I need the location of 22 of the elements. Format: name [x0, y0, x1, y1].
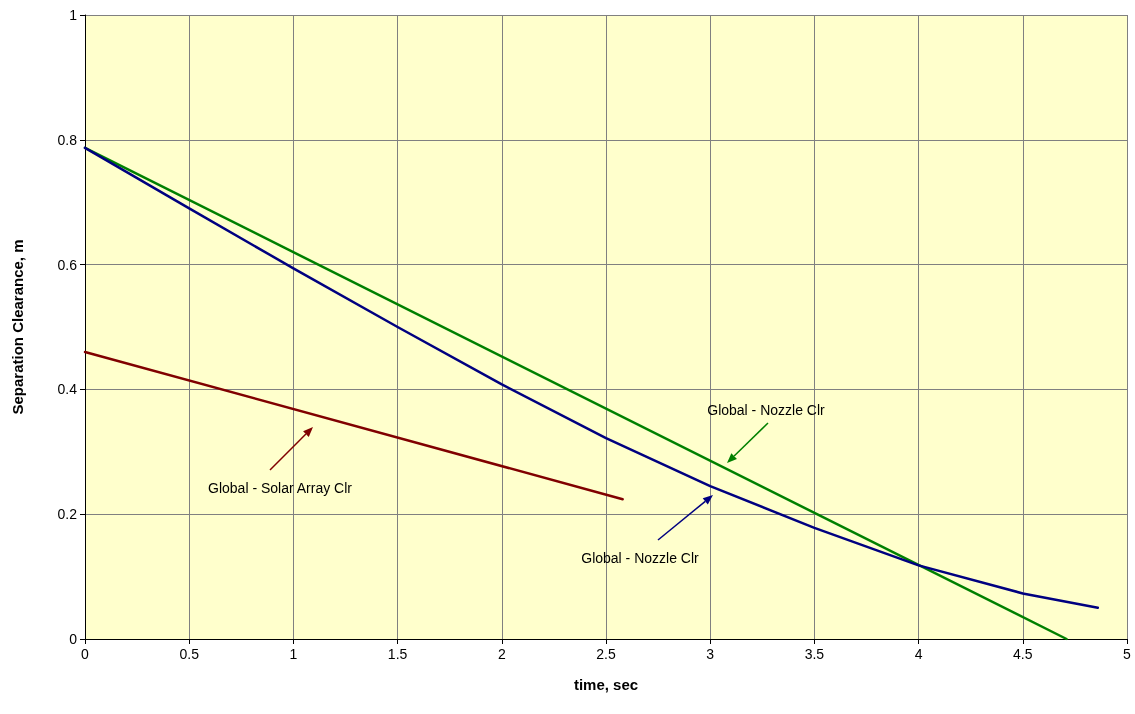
x-tick-label: 2.5	[596, 646, 616, 662]
annotation: Global - Solar Array Clr	[208, 480, 353, 496]
y-tick-label: 0.2	[57, 506, 78, 523]
x-tick-label: 5	[1123, 646, 1132, 662]
x-tick-label: 1.5	[387, 646, 408, 662]
x-tick-label: 4	[914, 646, 923, 662]
x-tick-label: 0	[81, 646, 90, 662]
x-tick-label: 1	[289, 646, 298, 662]
x-axis-title: time, sec	[573, 676, 639, 693]
annotation: Global - Nozzle Clr	[707, 402, 826, 418]
x-tick-label: 3	[706, 646, 715, 662]
y-tick-label: 1	[69, 7, 78, 23]
x-tick-label: 0.5	[179, 646, 200, 662]
y-tick-label: 0.4	[57, 381, 78, 398]
x-tick-label: 3.5	[804, 646, 825, 662]
y-tick-label: 0	[69, 631, 78, 647]
x-tick-label: 4.5	[1013, 646, 1033, 662]
annotation: Global - Nozzle Clr	[581, 550, 700, 566]
y-axis-title: Separation Clearance, m	[9, 239, 26, 415]
y-tick-label: 0.8	[57, 131, 78, 148]
x-tick-label: 2	[497, 646, 506, 662]
y-tick-label: 0.6	[57, 256, 78, 273]
